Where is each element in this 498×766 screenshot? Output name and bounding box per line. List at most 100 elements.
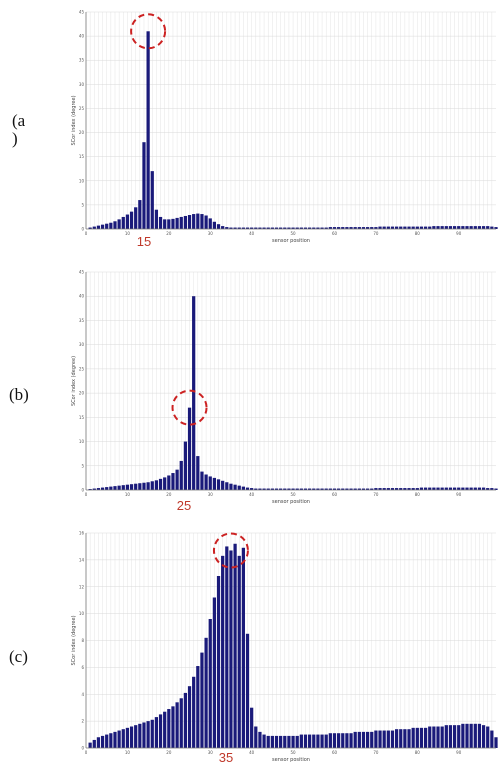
- x-tick-label: 50: [291, 231, 297, 236]
- y-tick-label: 35: [79, 318, 85, 323]
- plot-area: [86, 272, 496, 490]
- bar: [184, 442, 187, 490]
- bar: [159, 714, 162, 748]
- bar: [213, 598, 216, 749]
- x-tick-label: 20: [166, 492, 172, 497]
- bar: [478, 724, 481, 748]
- y-tick-label: 2: [81, 719, 84, 724]
- bar: [486, 226, 489, 229]
- bar: [366, 732, 369, 748]
- bar: [122, 217, 125, 229]
- y-tick-label: 10: [79, 178, 85, 183]
- bar: [213, 222, 216, 229]
- bar: [192, 677, 195, 748]
- x-tick-label: 90: [456, 231, 462, 236]
- bar: [283, 736, 286, 748]
- bar: [465, 226, 468, 229]
- bar: [134, 484, 137, 490]
- bar: [457, 725, 460, 748]
- bar: [97, 226, 100, 229]
- bar: [130, 727, 133, 749]
- bar: [312, 735, 315, 748]
- bar: [432, 727, 435, 749]
- y-axis-label: SCor index (degree): [71, 356, 77, 406]
- y-tick-label: 45: [79, 270, 85, 275]
- x-axis-label: sensor position: [272, 499, 310, 505]
- bar: [147, 721, 150, 748]
- bar: [155, 210, 158, 229]
- bar: [184, 693, 187, 748]
- peak-position-label: 25: [177, 498, 191, 513]
- bar: [130, 212, 133, 229]
- bar: [159, 217, 162, 229]
- bar: [354, 732, 357, 748]
- y-tick-label: 20: [79, 391, 85, 396]
- bar: [138, 483, 141, 490]
- bar: [221, 556, 224, 748]
- bar: [118, 486, 121, 490]
- bar: [436, 226, 439, 229]
- x-tick-label: 50: [291, 492, 297, 497]
- x-tick-label: 40: [249, 231, 255, 236]
- bar: [445, 226, 448, 229]
- bar: [337, 733, 340, 748]
- y-tick-label: 10: [79, 439, 85, 444]
- bar: [167, 219, 170, 229]
- bar: [329, 733, 332, 748]
- bar: [105, 487, 108, 490]
- y-tick-label: 10: [79, 611, 85, 616]
- bar: [432, 226, 435, 229]
- bar: [436, 727, 439, 749]
- bar: [246, 634, 249, 748]
- bar: [204, 638, 207, 748]
- x-tick-label: 90: [456, 492, 462, 497]
- x-tick-label: 10: [125, 492, 131, 497]
- bar: [308, 735, 311, 748]
- bar: [113, 486, 116, 490]
- bar: [238, 486, 241, 490]
- bar: [134, 725, 137, 748]
- bar: [105, 224, 108, 229]
- bar: [267, 736, 270, 748]
- bar: [159, 479, 162, 490]
- bar: [188, 215, 191, 229]
- bar: [449, 226, 452, 229]
- bar: [109, 733, 112, 748]
- bar: [217, 479, 220, 490]
- bar: [188, 408, 191, 490]
- bar: [118, 219, 121, 229]
- bar: [97, 737, 100, 748]
- bar: [200, 472, 203, 490]
- y-axis-label: SCor index (degree): [71, 95, 77, 145]
- x-tick-label: 70: [373, 750, 379, 755]
- bar: [325, 735, 328, 748]
- bar: [300, 735, 303, 748]
- y-tick-label: 20: [79, 130, 85, 135]
- bar: [345, 733, 348, 748]
- x-tick-label: 90: [456, 750, 462, 755]
- bar: [349, 733, 352, 748]
- bar: [387, 731, 390, 748]
- y-tick-label: 15: [79, 415, 85, 420]
- bar: [126, 485, 129, 490]
- bar: [180, 461, 183, 490]
- bar: [167, 475, 170, 490]
- x-tick-label: 0: [85, 231, 88, 236]
- y-tick-label: 30: [79, 342, 85, 347]
- x-tick-label: 20: [166, 750, 172, 755]
- bar: [118, 731, 121, 748]
- bar: [254, 727, 257, 749]
- bar: [142, 483, 145, 490]
- bar: [196, 214, 199, 229]
- bar: [383, 731, 386, 748]
- y-tick-label: 40: [79, 294, 85, 299]
- x-tick-label: 60: [332, 231, 338, 236]
- bar: [229, 484, 232, 490]
- bar: [412, 728, 415, 748]
- bar: [126, 215, 129, 229]
- bar: [391, 731, 394, 748]
- x-tick-label: 0: [85, 750, 88, 755]
- y-tick-label: 12: [79, 584, 85, 589]
- bar: [238, 556, 241, 748]
- bar: [122, 729, 125, 748]
